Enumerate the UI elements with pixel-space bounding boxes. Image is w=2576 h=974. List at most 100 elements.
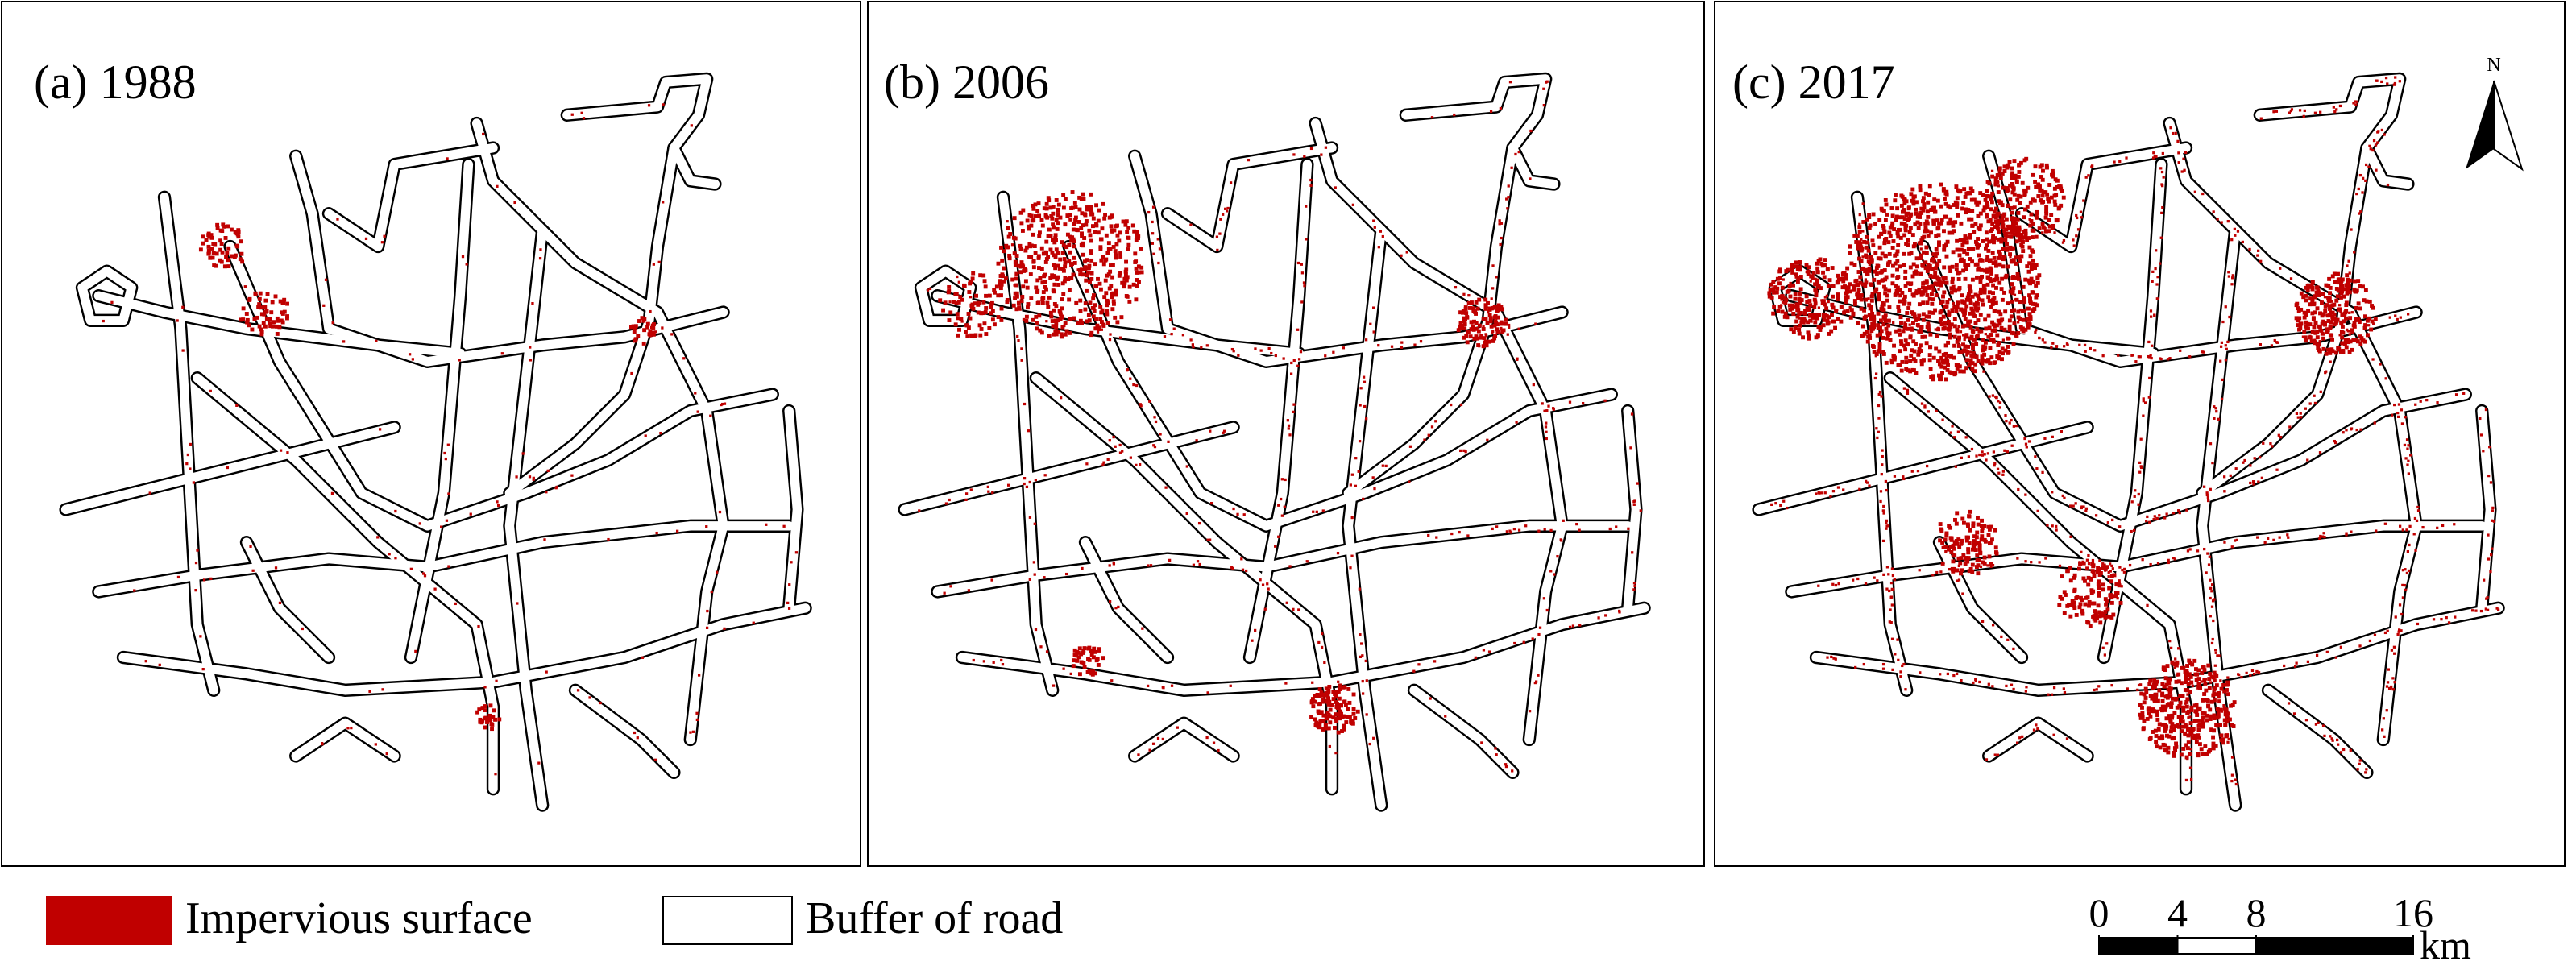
impervious-patch — [2029, 264, 2034, 269]
impervious-patch — [2045, 192, 2050, 197]
impervious-patch — [1092, 309, 1097, 313]
impervious-patch — [1854, 665, 1857, 669]
impervious-patch — [1363, 380, 1367, 383]
impervious-patch — [1997, 350, 2002, 354]
impervious-patch — [2017, 255, 2022, 259]
impervious-patch — [2387, 668, 2390, 671]
impervious-patch — [2006, 264, 2011, 269]
impervious-patch — [1956, 430, 1960, 433]
impervious-patch — [1023, 402, 1027, 406]
impervious-patch — [1776, 309, 1781, 313]
impervious-patch — [1292, 403, 1296, 406]
impervious-patch — [446, 443, 450, 446]
impervious-patch — [2080, 598, 2084, 603]
impervious-patch — [582, 117, 586, 120]
impervious-patch — [2335, 294, 2340, 299]
impervious-patch — [1129, 377, 1132, 380]
impervious-patch — [2043, 437, 2047, 440]
impervious-patch — [1358, 587, 1361, 591]
impervious-patch — [2320, 331, 2325, 336]
impervious-patch — [2172, 661, 2176, 666]
impervious-patch — [1965, 295, 1970, 300]
impervious-patch — [2162, 684, 2167, 689]
impervious-patch — [2169, 701, 2174, 706]
impervious-patch — [1072, 316, 1076, 321]
impervious-patch — [1603, 399, 1607, 402]
impervious-patch — [1315, 723, 1320, 728]
impervious-patch — [1450, 403, 1453, 407]
impervious-patch — [2177, 509, 2180, 512]
impervious-patch — [2334, 298, 2339, 303]
impervious-patch — [2474, 609, 2478, 612]
impervious-patch — [2226, 220, 2230, 223]
impervious-patch — [1968, 358, 1972, 363]
impervious-patch — [1483, 304, 1488, 309]
impervious-patch — [1970, 259, 1975, 264]
impervious-patch — [1035, 288, 1040, 293]
impervious-patch — [971, 306, 976, 311]
impervious-patch — [1102, 216, 1107, 221]
impervious-patch — [2296, 323, 2300, 328]
impervious-patch — [2173, 557, 2176, 561]
impervious-patch — [1114, 445, 1117, 448]
impervious-patch — [1993, 219, 1998, 224]
impervious-patch — [1088, 233, 1093, 238]
impervious-patch — [1093, 326, 1098, 331]
impervious-patch — [2196, 735, 2201, 740]
impervious-patch — [2385, 685, 2389, 688]
impervious-patch — [1899, 675, 1902, 678]
impervious-patch — [1794, 260, 1798, 265]
impervious-patch — [1102, 295, 1107, 300]
impervious-patch — [1987, 527, 1992, 532]
impervious-patch — [2022, 296, 2026, 301]
impervious-patch — [1902, 662, 1906, 666]
impervious-patch — [2364, 163, 2368, 167]
impervious-patch — [2152, 151, 2155, 155]
impervious-patch — [1544, 425, 1548, 429]
impervious-patch — [948, 300, 952, 304]
impervious-patch — [944, 502, 948, 505]
impervious-patch — [1331, 690, 1336, 694]
impervious-patch — [959, 317, 964, 321]
impervious-patch — [2010, 330, 2014, 335]
impervious-patch — [2293, 665, 2297, 668]
impervious-patch — [2174, 679, 2179, 684]
impervious-patch — [948, 310, 953, 315]
impervious-patch — [1004, 276, 1008, 281]
impervious-patch — [1922, 234, 1927, 239]
impervious-patch — [1884, 275, 1889, 280]
impervious-patch — [2319, 328, 2324, 333]
impervious-patch — [490, 727, 494, 732]
impervious-patch — [1963, 344, 1968, 349]
impervious-patch — [1900, 359, 1905, 364]
impervious-patch — [1089, 669, 1093, 674]
impervious-patch — [1292, 607, 1295, 611]
impervious-patch — [2251, 480, 2255, 483]
impervious-patch — [2492, 520, 2495, 523]
impervious-patch — [999, 317, 1004, 322]
impervious-patch — [2216, 218, 2219, 221]
impervious-patch — [2213, 405, 2216, 408]
impervious-patch — [1987, 239, 1992, 244]
impervious-patch — [2231, 274, 2234, 277]
impervious-patch — [1090, 212, 1095, 217]
impervious-patch — [2106, 521, 2110, 524]
impervious-patch — [1359, 404, 1362, 407]
impervious-patch — [1935, 570, 1939, 574]
impervious-patch — [2343, 342, 2347, 346]
impervious-patch — [2227, 275, 2231, 278]
impervious-patch — [2026, 269, 2031, 274]
impervious-patch — [1963, 562, 1968, 566]
impervious-patch — [2315, 306, 2320, 311]
impervious-patch — [1988, 218, 1993, 222]
impervious-patch — [2168, 640, 2172, 643]
impervious-patch — [1089, 251, 1093, 255]
impervious-patch — [2151, 686, 2155, 690]
impervious-patch — [967, 290, 972, 294]
impervious-patch — [1159, 433, 1162, 436]
impervious-patch — [1084, 278, 1089, 283]
impervious-patch — [1148, 748, 1151, 752]
impervious-patch — [2008, 289, 2013, 294]
impervious-patch — [1464, 450, 1467, 454]
impervious-patch — [1811, 313, 1815, 317]
